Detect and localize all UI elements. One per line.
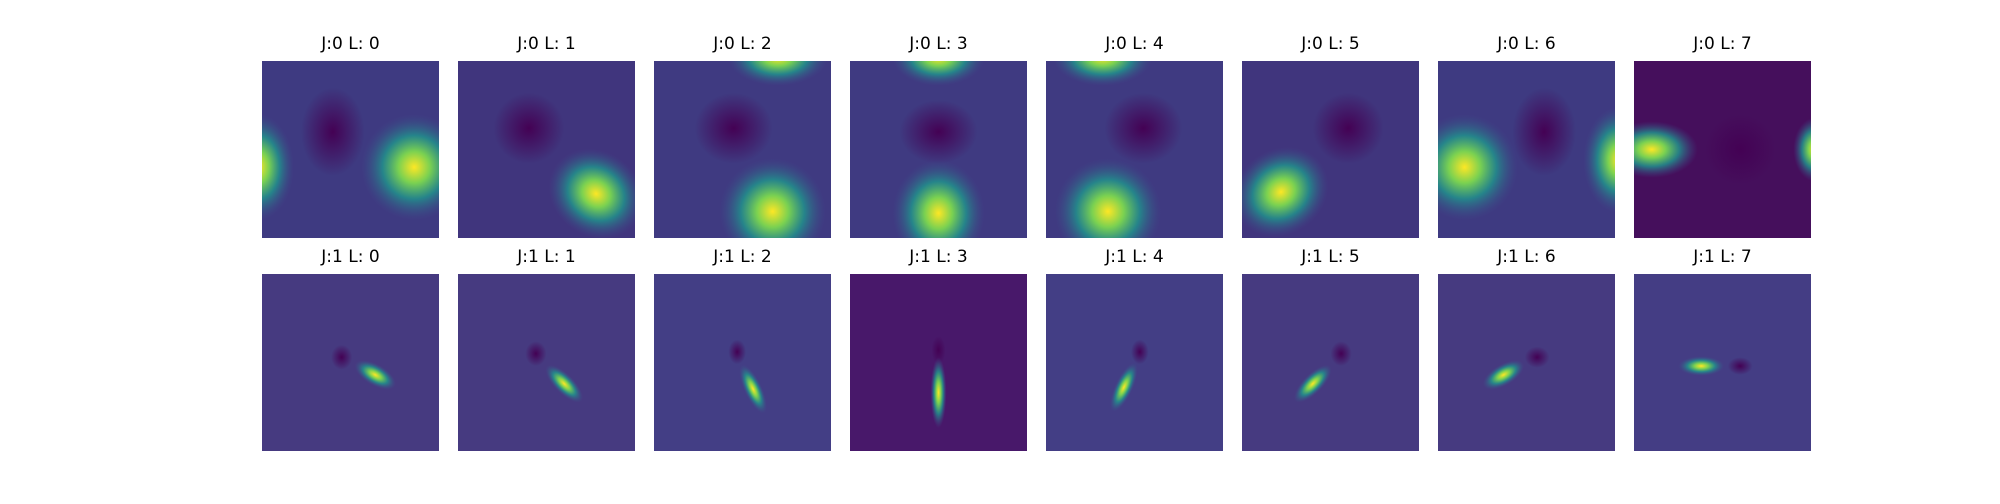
panel-title: J:1 L: 2 bbox=[712, 247, 771, 267]
panel-title: J:1 L: 0 bbox=[320, 247, 379, 267]
dark-lobe bbox=[1524, 346, 1550, 368]
bright-lobe bbox=[548, 148, 635, 238]
image-background bbox=[1046, 274, 1223, 451]
filter-image bbox=[1634, 274, 1811, 451]
panel-title: J:0 L: 6 bbox=[1496, 34, 1555, 54]
dark-lobe bbox=[1130, 339, 1149, 365]
bright-lobe bbox=[930, 357, 947, 428]
panel-title: J:0 L: 7 bbox=[1692, 34, 1751, 54]
filter-image bbox=[458, 61, 635, 238]
bright-lobe bbox=[1634, 121, 1698, 178]
bright-lobe bbox=[1438, 114, 1518, 221]
dark-lobe bbox=[1727, 357, 1753, 375]
filter-image bbox=[262, 61, 439, 238]
filter-image bbox=[850, 274, 1027, 451]
panel-title: J:1 L: 3 bbox=[908, 247, 967, 267]
dark-lobe bbox=[1704, 114, 1776, 185]
panel-title: J:0 L: 5 bbox=[1300, 34, 1359, 54]
bright-lobe bbox=[1110, 362, 1138, 412]
panel-title: J:0 L: 0 bbox=[320, 34, 379, 54]
dark-lobe bbox=[300, 87, 365, 177]
filter-image bbox=[1046, 274, 1223, 451]
panel-title: J:1 L: 1 bbox=[516, 247, 575, 267]
image-background bbox=[654, 274, 831, 451]
bright-lobe bbox=[354, 360, 396, 390]
bright-lobe bbox=[361, 114, 439, 221]
dark-lobe bbox=[1512, 87, 1577, 177]
filter-image bbox=[1046, 61, 1223, 238]
dark-lobe bbox=[1312, 92, 1384, 164]
bright-lobe bbox=[1053, 61, 1152, 86]
bright-lobe bbox=[1242, 147, 1329, 237]
filter-image bbox=[1438, 61, 1615, 238]
dark-lobe bbox=[331, 344, 353, 370]
bright-lobe bbox=[262, 114, 294, 221]
panel-title: J:0 L: 1 bbox=[516, 34, 575, 54]
filter-image bbox=[850, 61, 1027, 238]
filter-image bbox=[262, 274, 439, 451]
dark-lobe bbox=[931, 335, 946, 365]
bright-lobe bbox=[892, 160, 985, 238]
filter-image bbox=[1438, 274, 1615, 451]
bright-lobe bbox=[1293, 364, 1332, 403]
filter-image bbox=[654, 61, 831, 238]
bright-lobe bbox=[892, 61, 985, 86]
bright-lobe bbox=[728, 61, 828, 86]
bright-lobe bbox=[1054, 158, 1162, 238]
panel-title: J:1 L: 6 bbox=[1496, 247, 1555, 267]
filter-image bbox=[654, 274, 831, 451]
filter-image bbox=[1634, 61, 1811, 238]
panel-title: J:0 L: 4 bbox=[1104, 34, 1163, 54]
image-background bbox=[1242, 274, 1419, 451]
dark-lobe bbox=[493, 92, 565, 164]
filter-image bbox=[458, 274, 635, 451]
bright-lobe bbox=[739, 364, 767, 414]
filter-image bbox=[1242, 61, 1419, 238]
bright-lobe bbox=[1793, 118, 1811, 181]
dark-lobe bbox=[694, 92, 773, 164]
dark-lobe bbox=[899, 99, 978, 164]
image-background bbox=[458, 274, 635, 451]
panel-title: J:0 L: 3 bbox=[908, 34, 967, 54]
panel-title: J:1 L: 7 bbox=[1692, 247, 1751, 267]
bright-lobe bbox=[719, 158, 826, 238]
panel-title: J:1 L: 5 bbox=[1300, 247, 1359, 267]
panel-title: J:0 L: 2 bbox=[712, 34, 771, 54]
bright-lobe bbox=[1583, 107, 1615, 213]
dark-lobe bbox=[728, 339, 747, 365]
dark-lobe bbox=[1104, 92, 1183, 164]
panel-title: J:1 L: 4 bbox=[1104, 247, 1163, 267]
dark-lobe bbox=[1330, 341, 1352, 367]
bright-lobe bbox=[1482, 360, 1525, 390]
dark-lobe bbox=[525, 341, 547, 367]
filter-image bbox=[1242, 274, 1419, 451]
bright-lobe bbox=[1678, 356, 1725, 376]
bright-lobe bbox=[545, 364, 584, 403]
